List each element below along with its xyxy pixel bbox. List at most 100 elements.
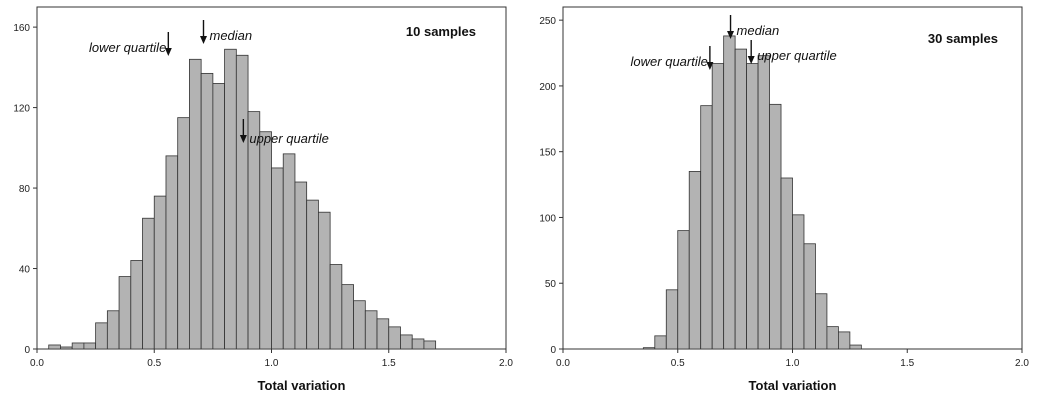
- histogram-bar: [83, 342, 97, 350]
- quartile-arrow-head: [747, 56, 755, 64]
- quartile-label: lower quartile: [631, 54, 708, 69]
- y-tick-label: 100: [539, 213, 556, 224]
- x-tick-label: 2.0: [499, 358, 513, 369]
- y-tick-label: 120: [13, 104, 30, 115]
- x-tick-label: 1.5: [382, 358, 396, 369]
- y-ticks: 0 50 100 150 200 250: [539, 16, 563, 356]
- x-tick-label: 2.0: [1015, 358, 1029, 369]
- histogram-bar: [306, 199, 319, 350]
- histogram-bar: [364, 310, 378, 350]
- histogram-bar: [734, 48, 748, 350]
- quartile-label: upper quartile: [757, 48, 837, 63]
- histogram-bar: [411, 338, 425, 350]
- x-ticks: 0.0 0.5 1.0 1.5 2.0: [30, 349, 513, 369]
- histogram-bar: [803, 243, 816, 350]
- histogram-bar: [212, 83, 226, 350]
- histogram-bar: [224, 48, 237, 350]
- x-ticks: 0.0 0.5 1.0 1.5 2.0: [556, 349, 1029, 369]
- histogram-bar: [235, 54, 249, 350]
- y-ticks: 0 40 80 120 160: [13, 23, 37, 356]
- histogram-bar: [130, 260, 143, 350]
- x-tick-label: 0.0: [30, 358, 44, 369]
- y-tick-label: 0: [24, 345, 30, 356]
- histogram-bar: [282, 153, 296, 350]
- x-tick-label: 0.0: [556, 358, 570, 369]
- bars: [48, 48, 437, 350]
- x-tick-label: 0.5: [671, 358, 685, 369]
- y-tick-label: 80: [19, 184, 31, 195]
- quartile-arrow-head: [706, 62, 714, 70]
- sample-count-label: 10 samples: [406, 24, 476, 39]
- panel-30-samples: 0.0 0.5 1.0 1.5 2.0 0 50 100 150 200 250 lower qu…: [539, 6, 1029, 393]
- x-tick-label: 0.5: [147, 358, 161, 369]
- histogram-bar: [271, 167, 284, 350]
- quartile-arrow-head: [199, 36, 207, 44]
- quartile-label: median: [737, 23, 780, 38]
- sample-count-label: 30 samples: [928, 31, 998, 46]
- y-tick-label: 250: [539, 16, 556, 27]
- x-axis-title: Total variation: [749, 378, 837, 393]
- histogram-bar: [423, 340, 437, 350]
- quartile-arrow-head: [239, 135, 247, 143]
- histogram-bar: [177, 117, 190, 350]
- y-tick-label: 40: [19, 265, 31, 276]
- histogram-bar: [294, 181, 308, 350]
- histogram-bar: [792, 214, 805, 350]
- histogram-bar: [142, 217, 155, 350]
- histogram-bar: [838, 331, 851, 350]
- histogram-bar: [388, 326, 401, 350]
- histogram-bar: [106, 310, 120, 350]
- histogram-bar: [165, 155, 179, 350]
- bars: [642, 35, 862, 350]
- histogram-bar: [711, 63, 725, 350]
- histogram-bar: [200, 72, 214, 350]
- histogram-bar: [688, 171, 702, 350]
- histogram-bar: [317, 211, 331, 350]
- x-tick-label: 1.5: [900, 358, 914, 369]
- histogram-bar: [259, 131, 272, 350]
- histogram-bar: [757, 55, 770, 350]
- histogram-bar: [60, 346, 73, 350]
- histogram-bar: [247, 111, 261, 350]
- y-tick-label: 50: [545, 279, 557, 290]
- histogram-bar: [400, 334, 413, 350]
- histogram-bar: [780, 177, 793, 350]
- annotations: lower quartile median upper quartile: [631, 15, 837, 70]
- y-tick-label: 150: [539, 148, 556, 159]
- quartile-arrow-head: [727, 31, 735, 39]
- histogram-bar: [723, 35, 736, 350]
- histogram-bar: [826, 326, 839, 350]
- quartile-label: median: [209, 28, 252, 43]
- histogram-bar: [189, 58, 202, 350]
- x-axis-title: Total variation: [258, 378, 346, 393]
- annotations: lower quartile median upper quartile: [89, 20, 329, 146]
- histogram-bar: [48, 344, 61, 350]
- quartile-label: lower quartile: [89, 40, 166, 55]
- y-tick-label: 200: [539, 82, 556, 93]
- histogram-bar: [815, 293, 828, 350]
- histogram-bar: [769, 103, 782, 350]
- histogram-bar: [341, 284, 354, 350]
- panel-10-samples: 0.0 0.5 1.0 1.5 2.0 0 40 80 120 160 lower quarti…: [13, 6, 513, 393]
- quartile-arrow-head: [164, 48, 172, 56]
- histogram-bar: [654, 335, 667, 350]
- y-tick-label: 160: [13, 23, 30, 34]
- histogram-bar: [746, 63, 759, 350]
- histogram-bar: [700, 105, 713, 350]
- y-tick-label: 0: [550, 345, 556, 356]
- histogram-bar: [677, 230, 690, 350]
- x-tick-label: 1.0: [265, 358, 279, 369]
- histogram-bar: [71, 342, 85, 350]
- quartile-label: upper quartile: [249, 131, 328, 146]
- histogram-bar: [95, 322, 108, 350]
- histogram-bar: [353, 300, 366, 350]
- histogram-bar: [665, 289, 679, 350]
- x-tick-label: 1.0: [786, 358, 800, 369]
- histogram-bar: [329, 264, 343, 350]
- histogram-bar: [642, 347, 656, 350]
- histogram-bar: [118, 276, 132, 350]
- histogram-bar: [849, 344, 862, 350]
- histogram-bar: [153, 195, 167, 350]
